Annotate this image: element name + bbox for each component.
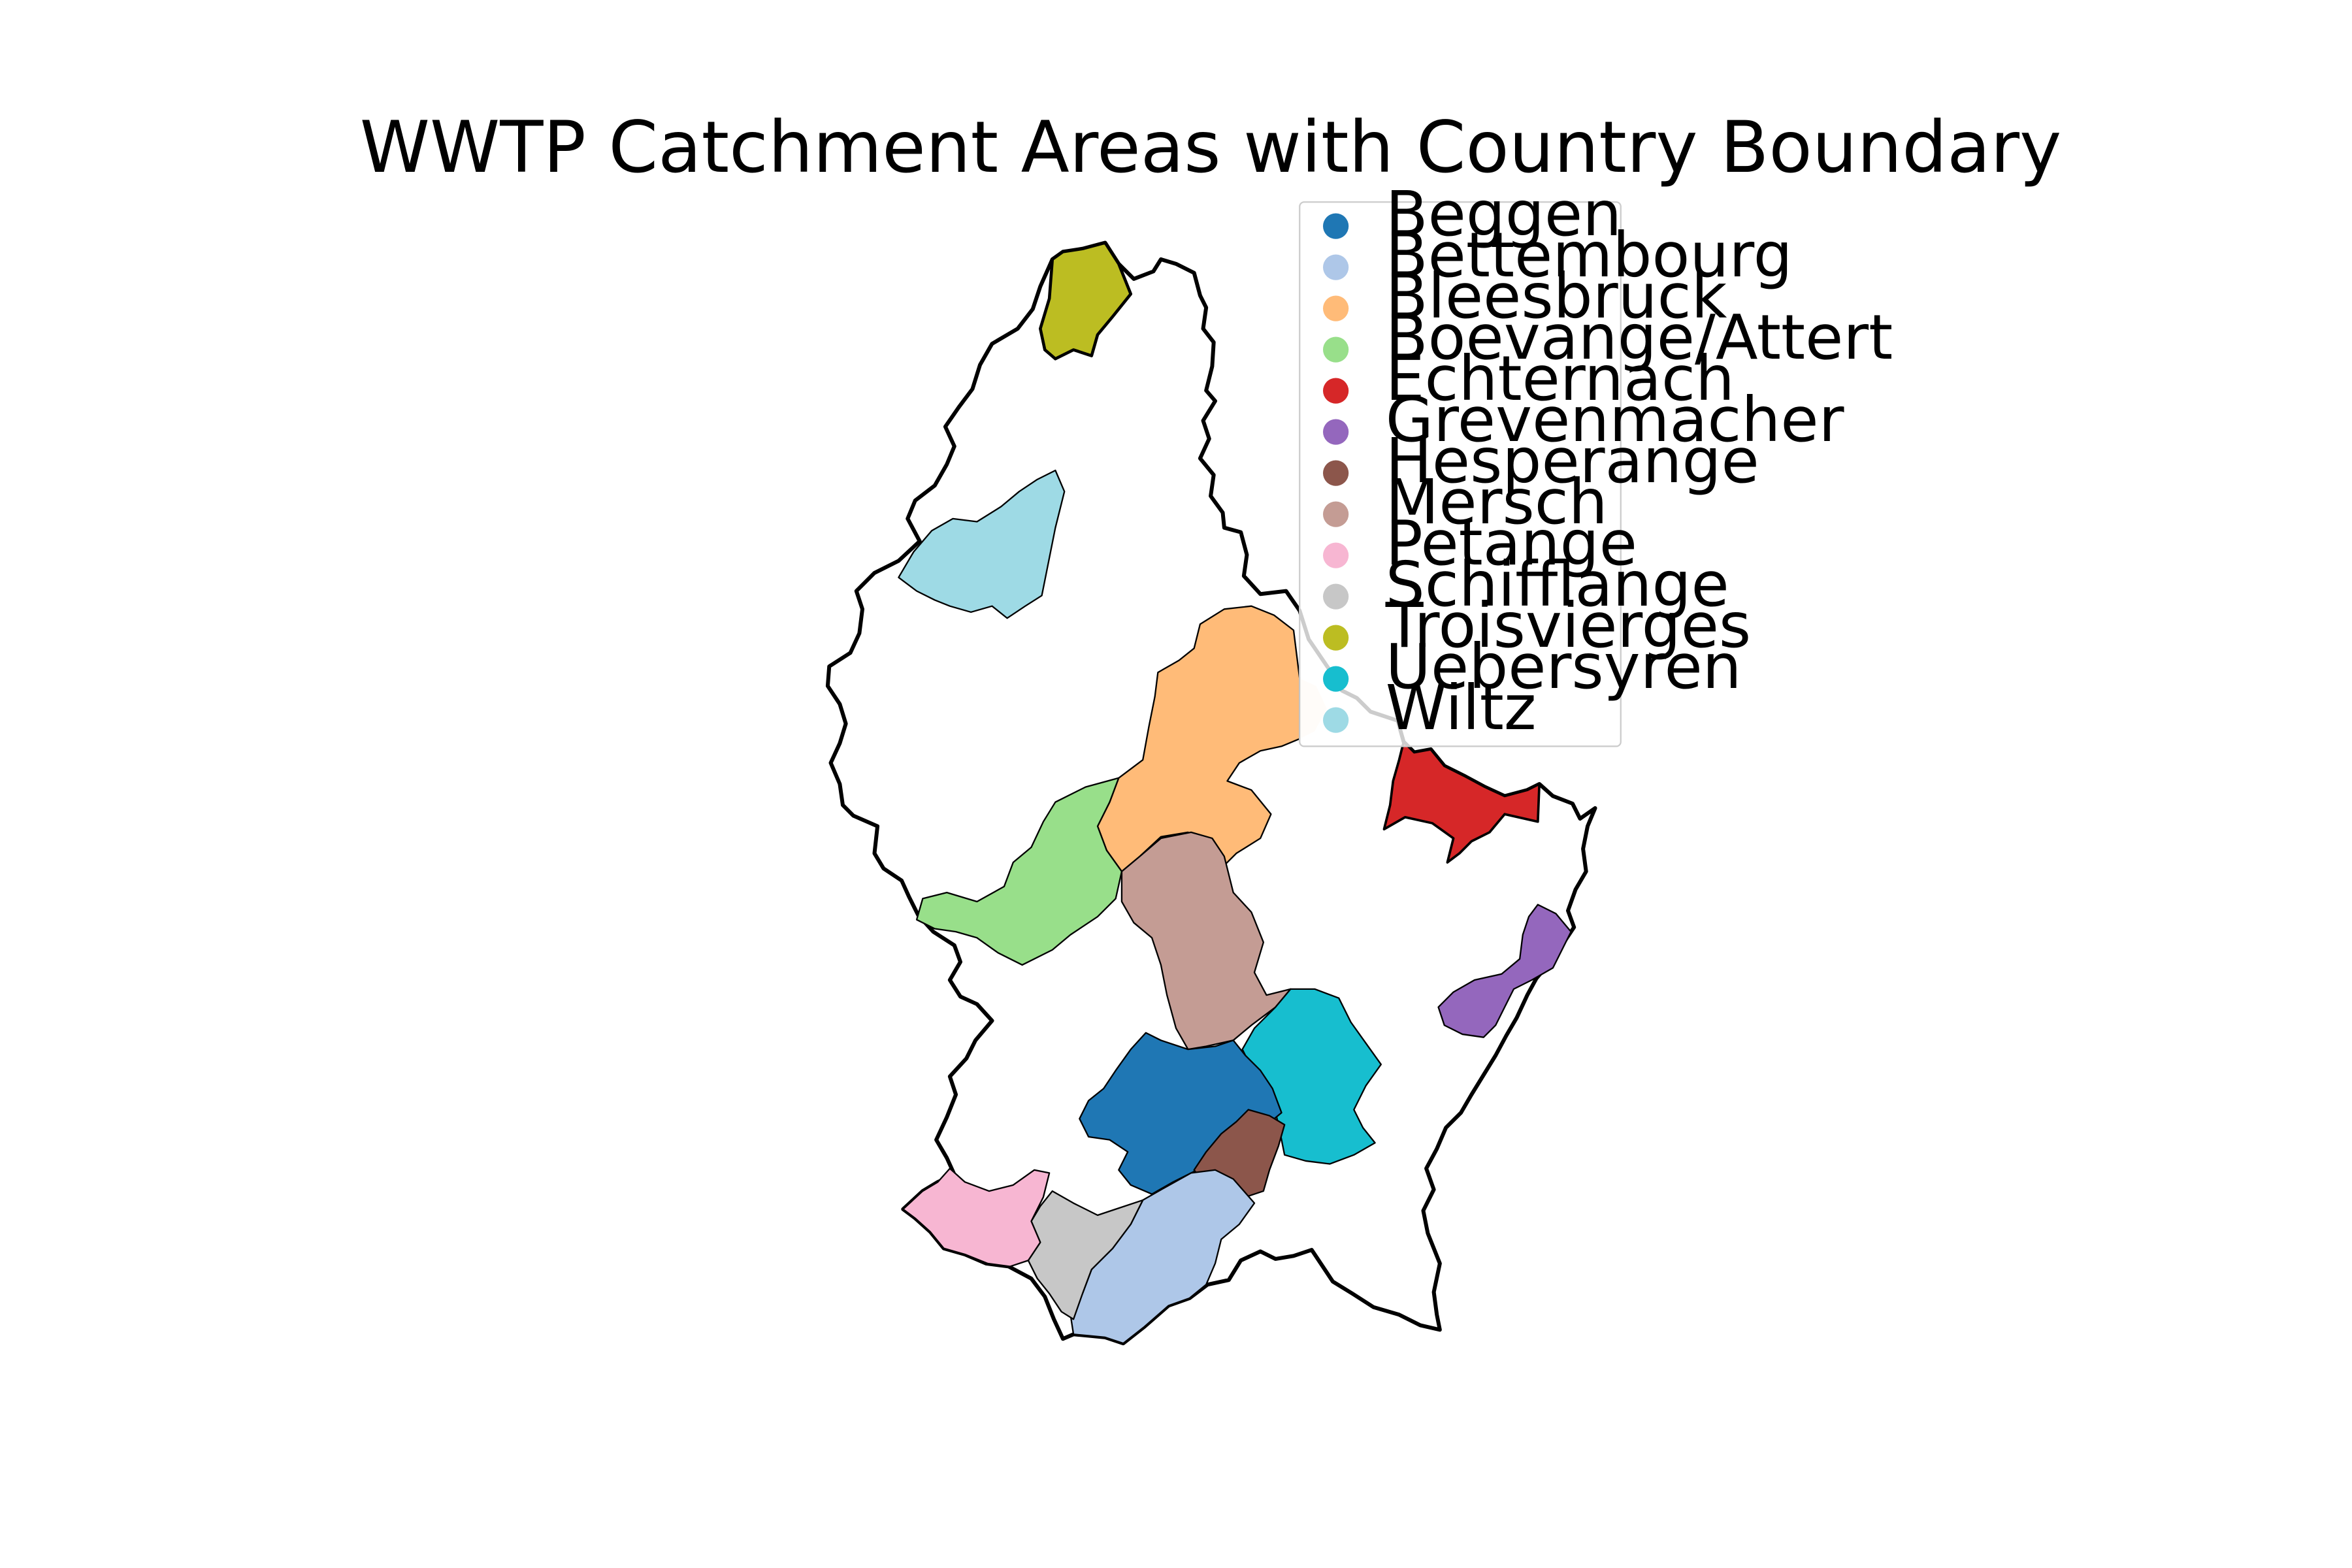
legend-label: Mersch bbox=[1386, 466, 1608, 538]
legend-marker bbox=[1323, 213, 1349, 239]
legend-marker bbox=[1323, 336, 1349, 363]
legend-marker bbox=[1323, 501, 1349, 527]
legend-frame bbox=[1299, 201, 1622, 747]
legend-marker bbox=[1323, 583, 1349, 610]
legend-label: Schifflange bbox=[1386, 549, 1729, 621]
catchment-echternach bbox=[1382, 740, 1541, 864]
legend-label: Hesperange bbox=[1386, 425, 1759, 497]
legend-label: Grevenmacher bbox=[1386, 384, 1844, 456]
catchment-bleesbruck bbox=[1096, 605, 1301, 872]
legend-label: Echternach bbox=[1386, 343, 1735, 415]
legend-label: Beggen bbox=[1386, 178, 1622, 250]
legend-marker bbox=[1323, 419, 1349, 445]
legend-marker bbox=[1323, 254, 1349, 280]
catchment-troisvierges bbox=[1038, 241, 1133, 361]
legend-label: Bettembourg bbox=[1386, 220, 1793, 291]
legend: BeggenBettembourgBleesbruckBoevange/Atte… bbox=[1299, 178, 1893, 747]
legend-marker bbox=[1323, 378, 1349, 404]
legend-label: Uebersyren bbox=[1386, 631, 1742, 703]
catchment-wiltz bbox=[898, 469, 1066, 619]
legend-label: Boevange/Attert bbox=[1386, 302, 1893, 374]
legend-marker bbox=[1323, 542, 1349, 568]
catchment-petange bbox=[902, 1168, 1051, 1267]
catchment-areas bbox=[898, 241, 1572, 1345]
legend-label: Bleesbruck bbox=[1386, 261, 1727, 333]
map-title: WWTP Catchment Areas with Country Bounda… bbox=[360, 106, 2062, 189]
legend-marker bbox=[1323, 460, 1349, 486]
legend-marker bbox=[1323, 295, 1349, 321]
legend-label: Petange bbox=[1386, 508, 1637, 580]
legend-marker bbox=[1323, 707, 1349, 733]
legend-label: Troisvierges bbox=[1385, 590, 1751, 662]
legend-marker bbox=[1323, 666, 1349, 692]
legend-label: Wiltz bbox=[1386, 672, 1537, 744]
legend-items: BeggenBettembourgBleesbruckBoevange/Atte… bbox=[1323, 178, 1893, 744]
legend-marker bbox=[1323, 625, 1349, 651]
catchment-grevenmacher bbox=[1437, 904, 1572, 1038]
catchment-mersch bbox=[1120, 831, 1292, 1051]
